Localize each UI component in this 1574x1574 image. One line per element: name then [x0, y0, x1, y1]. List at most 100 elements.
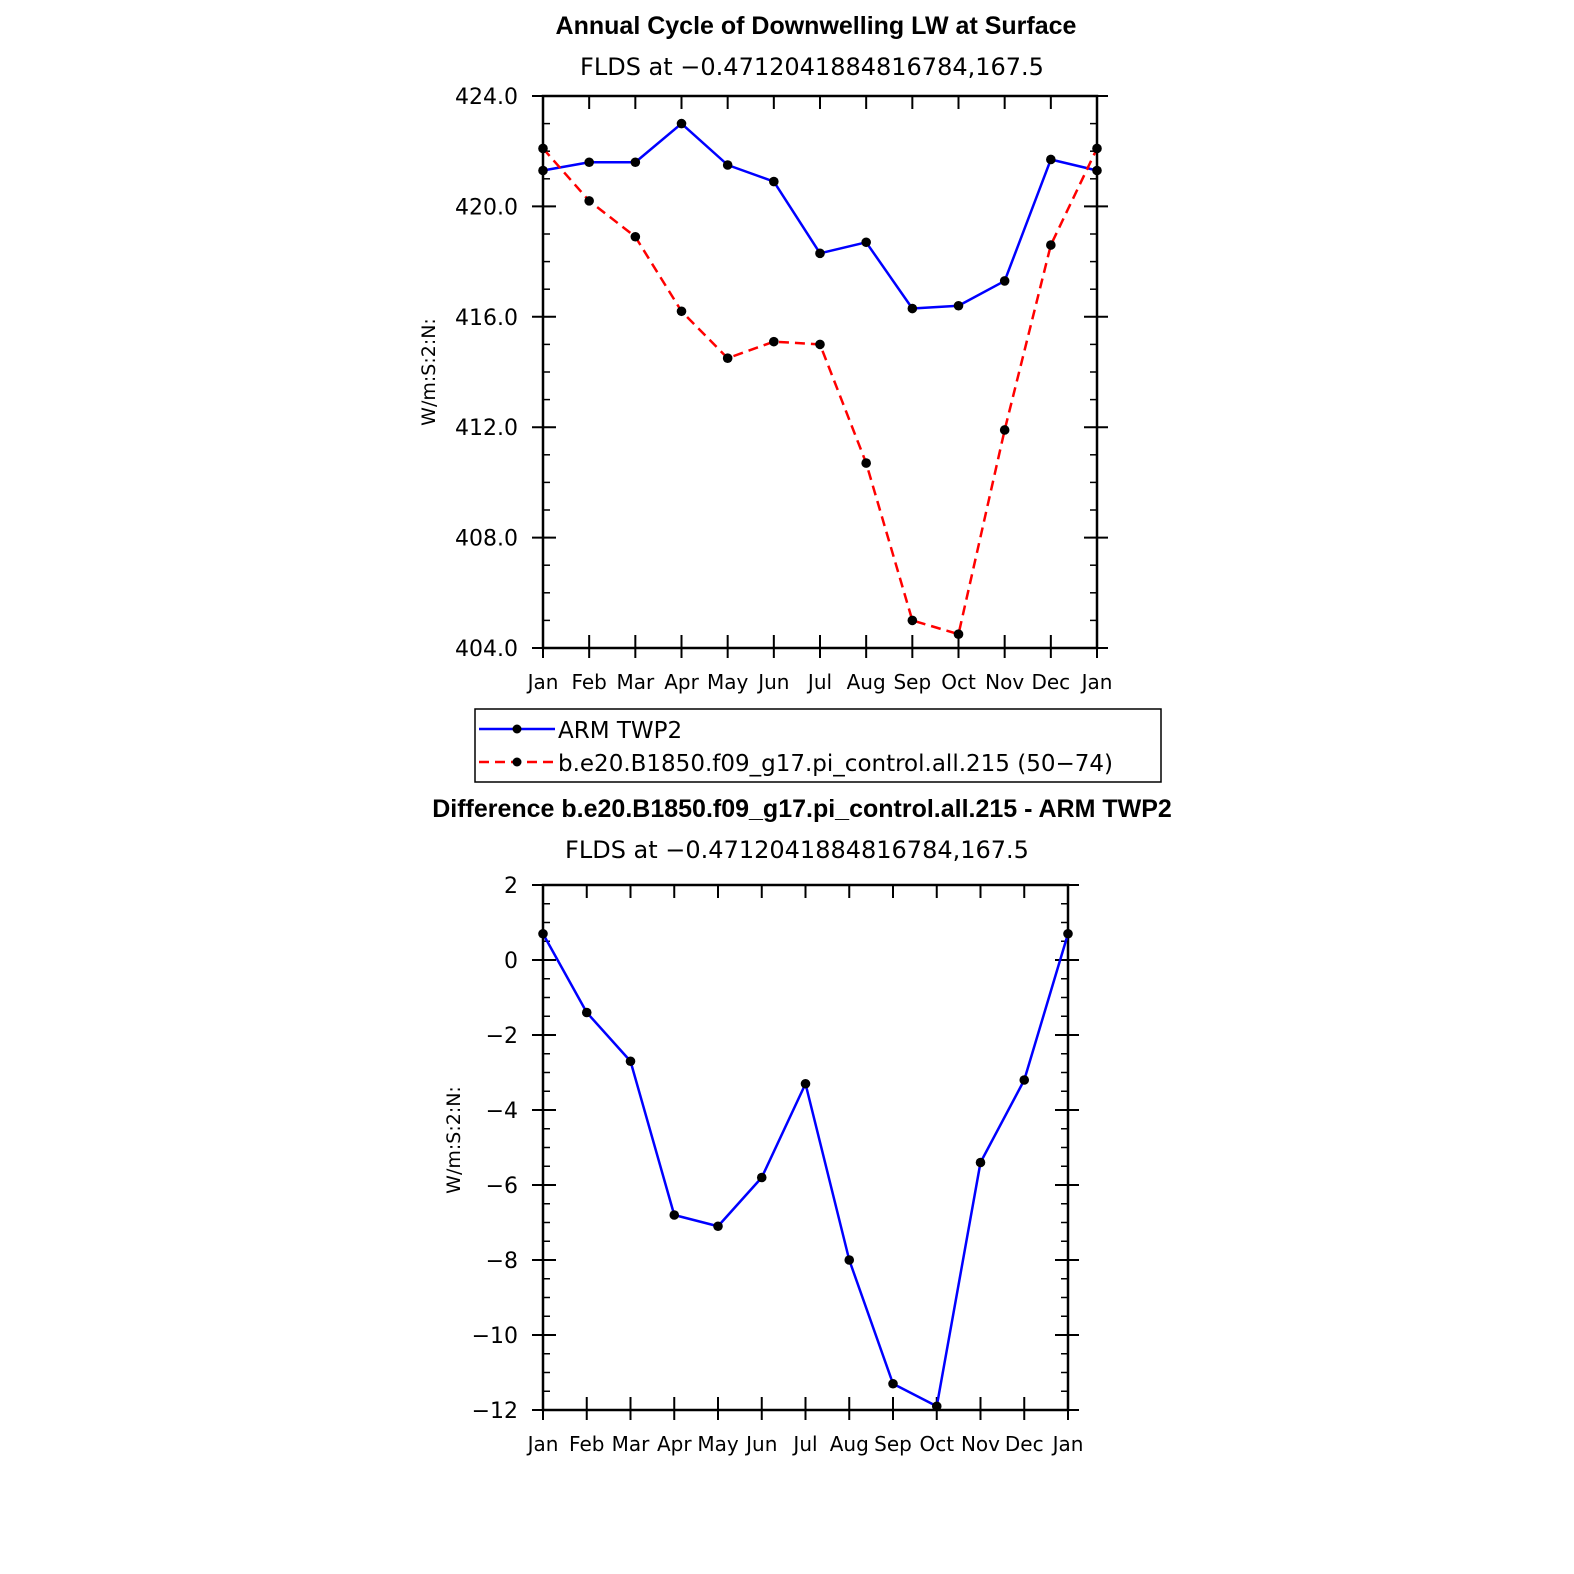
bottom-series-0-point-11 — [1019, 1075, 1030, 1085]
top-series-1-point-5 — [769, 336, 779, 347]
bottom-series-0-point-0 — [538, 928, 548, 939]
top-series-1-point-6 — [815, 339, 825, 350]
bottom-xtick-label-aug: Aug — [830, 1432, 869, 1456]
top-plot-frame — [541, 94, 1099, 650]
top-series-1-point-11 — [1046, 240, 1056, 250]
bottom-xtick-label-may: May — [697, 1432, 739, 1456]
top-chart: Annual Cycle of Downwelling LW at Surfac… — [418, 12, 1112, 694]
bottom-series-line-difference — [541, 933, 1070, 1408]
top-xtick-label-aug: Aug — [847, 670, 886, 694]
bottom-series-0-point-1 — [581, 1007, 592, 1018]
bottom-xtick-label-jan: Jan — [526, 1432, 559, 1456]
bottom-ytick-label: 2 — [504, 874, 518, 899]
top-xtick-label-nov: Nov — [985, 670, 1024, 694]
bottom-series-0-point-7 — [844, 1255, 855, 1265]
top-chart-title: Annual Cycle of Downwelling LW at Surfac… — [556, 12, 1077, 40]
bottom-chart-axes — [532, 883, 1079, 1420]
top-series-0-point-12 — [1092, 165, 1102, 176]
top-xtick-label-dec: Dec — [1031, 670, 1070, 694]
top-series-0-point-2 — [630, 157, 641, 168]
legend-marker-model — [512, 757, 522, 767]
top-series-1-point-4 — [722, 353, 733, 364]
bottom-xtick-label-apr: Apr — [657, 1432, 692, 1456]
bottom-chart-series — [538, 928, 1073, 1412]
top-series-0-point-11 — [1046, 154, 1056, 165]
top-xtick-label-feb: Feb — [571, 670, 606, 694]
top-series-0-point-10 — [999, 276, 1010, 286]
top-series-0-point-9 — [953, 300, 964, 311]
bottom-xtick-label-nov: Nov — [961, 1432, 1000, 1456]
top-xtick-label-oct: Oct — [941, 670, 976, 694]
bottom-xtick-label-feb: Feb — [569, 1432, 604, 1456]
top-chart-ytick-labels: 424.0 420.0 416.0 412.0 408.0 404.0 — [455, 85, 518, 662]
top-chart-subtitle: FLDS at −0.4712041884816784,167.5 — [580, 53, 1044, 81]
bottom-chart: Difference b.e20.B1850.f09_g17.pi_contro… — [432, 795, 1172, 1456]
bottom-chart-ylabel: W/m:S:2:N: — [443, 1086, 465, 1194]
top-chart-series — [538, 118, 1102, 639]
bottom-series-0-point-9 — [931, 1401, 942, 1412]
top-series-0-point-1 — [584, 157, 594, 168]
top-series-0-point-3 — [676, 118, 687, 129]
bottom-ytick-label: −8 — [486, 1249, 518, 1274]
top-ytick-label: 416.0 — [455, 306, 518, 331]
legend: ARM TWP2 b.e20.B1850.f09_g17.pi_control.… — [474, 708, 1162, 783]
bottom-series-0-point-6 — [800, 1078, 811, 1089]
bottom-xtick-label-mar: Mar — [612, 1432, 651, 1456]
bottom-series-0-point-4 — [713, 1221, 723, 1232]
top-series-1-point-12 — [1092, 143, 1102, 154]
bottom-xtick-label-sep: Sep — [874, 1432, 912, 1456]
top-ytick-label: 404.0 — [455, 637, 518, 662]
top-series-0-point-0 — [538, 165, 548, 176]
top-series-0-point-5 — [769, 176, 779, 187]
bottom-ytick-label: 0 — [504, 949, 518, 974]
bottom-series-0-point-5 — [756, 1172, 767, 1183]
bottom-series-0-point-2 — [625, 1056, 636, 1067]
top-xtick-label-sep: Sep — [893, 670, 931, 694]
top-series-line-b-e20-b1850-f09-g17-pi-c — [542, 147, 1099, 636]
bottom-xtick-label-dec: Dec — [1005, 1432, 1044, 1456]
top-series-0-point-7 — [861, 237, 871, 248]
bottom-chart-ytick-labels: 2 0 −2 −4 −6 −8 −10 −12 — [472, 874, 518, 1424]
top-series-1-point-2 — [630, 231, 641, 242]
top-series-1-point-0 — [538, 143, 548, 154]
top-xtick-label-jun: Jun — [756, 670, 789, 694]
top-xtick-label-may: May — [707, 670, 749, 694]
bottom-ytick-label: −10 — [472, 1324, 518, 1349]
bottom-xtick-label-jul: Jul — [791, 1432, 817, 1456]
bottom-chart-title: Difference b.e20.B1850.f09_g17.pi_contro… — [432, 795, 1172, 823]
bottom-series-0-point-3 — [669, 1210, 680, 1220]
top-series-0-point-4 — [722, 160, 733, 170]
bottom-series-0-point-10 — [975, 1157, 986, 1168]
bottom-series-0-point-12 — [1063, 928, 1073, 939]
top-ytick-label: 412.0 — [455, 416, 518, 441]
bottom-xtick-label-jan: Jan — [1051, 1432, 1084, 1456]
legend-box — [474, 708, 1162, 783]
bottom-chart-xtick-labels: Jan Feb Mar Apr May Jun Jul Aug Sep Oct Nov Dec Jan — [526, 1432, 1084, 1456]
top-chart-ylabel: W/m:S:2:N: — [418, 318, 440, 426]
bottom-xtick-label-jun: Jun — [744, 1432, 777, 1456]
top-series-1-point-9 — [953, 629, 964, 639]
bottom-ytick-label: −6 — [486, 1174, 518, 1199]
top-series-0-point-8 — [907, 303, 918, 314]
top-series-1-point-3 — [676, 306, 687, 317]
top-series-1-point-1 — [584, 196, 594, 206]
legend-label-arm-twp2: ARM TWP2 — [558, 718, 682, 744]
top-series-line-arm-twp2 — [542, 122, 1098, 310]
top-series-1-point-10 — [999, 425, 1010, 435]
bottom-xtick-label-oct: Oct — [919, 1432, 954, 1456]
legend-label-model: b.e20.B1850.f09_g17.pi_control.all.215 (… — [558, 751, 1113, 777]
bottom-chart-subtitle: FLDS at −0.4712041884816784,167.5 — [565, 836, 1029, 864]
top-series-1-point-7 — [861, 458, 871, 468]
top-ytick-label: 424.0 — [455, 85, 518, 110]
top-xtick-label-jan: Jan — [526, 670, 559, 694]
bottom-ytick-label: −4 — [486, 1099, 518, 1124]
top-xtick-label-jul: Jul — [806, 670, 832, 694]
top-series-1-point-8 — [907, 615, 918, 626]
bottom-series-0-point-8 — [888, 1378, 898, 1389]
bottom-ytick-label: −12 — [472, 1399, 518, 1424]
top-xtick-label-mar: Mar — [616, 670, 655, 694]
top-xtick-label-apr: Apr — [664, 670, 699, 694]
legend-marker-arm-twp2 — [512, 724, 522, 734]
top-chart-xtick-labels: Jan Feb Mar Apr May Jun Jul Aug Sep Oct Nov Dec Jan — [526, 670, 1113, 694]
